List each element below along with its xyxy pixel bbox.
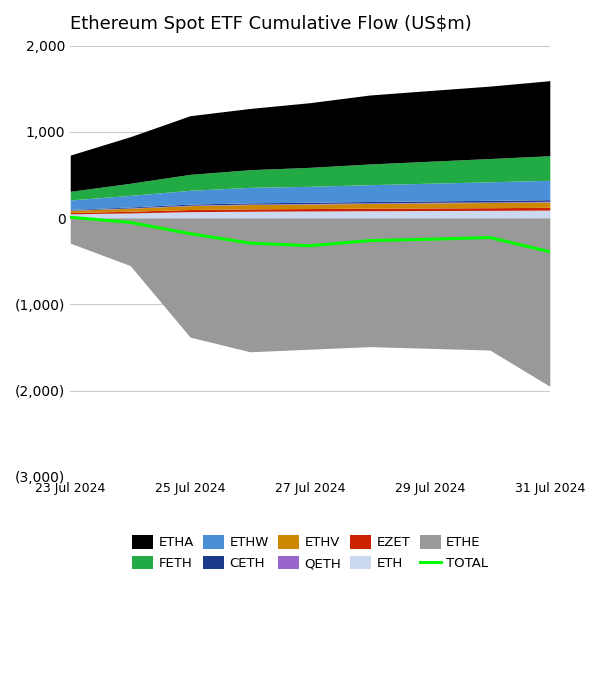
Text: Ethereum Spot ETF Cumulative Flow (US$m): Ethereum Spot ETF Cumulative Flow (US$m) <box>70 15 472 33</box>
Legend: ETHA, FETH, ETHW, CETH, ETHV, QETH, EZET, ETH, ETHE, TOTAL: ETHA, FETH, ETHW, CETH, ETHV, QETH, EZET… <box>132 535 488 570</box>
